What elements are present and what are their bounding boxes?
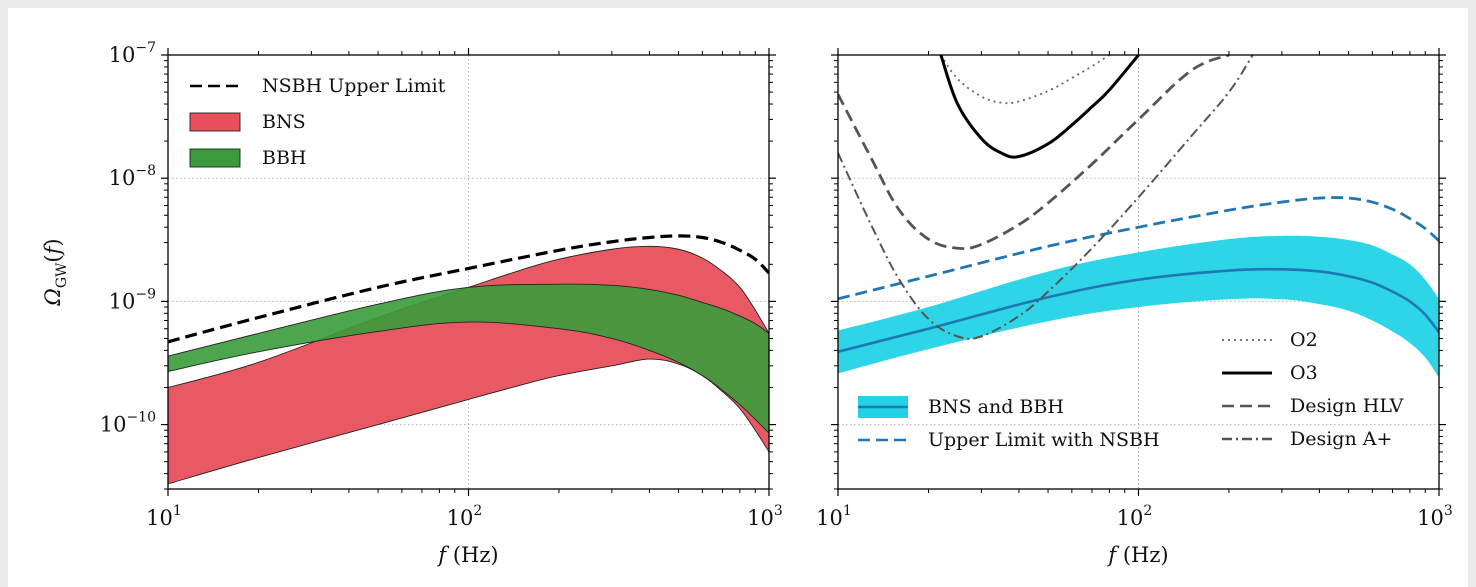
x-tick-label: 103 (747, 503, 783, 530)
y-tick-label: 10−10 (100, 410, 156, 437)
x-tick-exponent: 2 (1143, 503, 1152, 519)
x-axis-title-unit: (Hz) (446, 543, 498, 567)
x-axis-title: f (Hz) (1106, 543, 1168, 567)
x-tick-exponent: 1 (173, 503, 182, 519)
line-nsbh-upper-limit (168, 234, 769, 344)
x-tick-exponent: 2 (473, 503, 482, 519)
x-tick-label: 101 (816, 503, 852, 530)
x-tick-exponent: 3 (1444, 503, 1453, 519)
plot-area (168, 234, 769, 485)
y-axis-title-arg: ( (41, 254, 65, 262)
x-axis-title-unit: (Hz) (1116, 543, 1168, 567)
line-o2 (940, 55, 1110, 105)
y-tick-label: 10−9 (109, 286, 156, 313)
x-tick-label: 103 (1417, 503, 1453, 530)
legend-label-design-hlv: Design HLV (1290, 395, 1404, 417)
y-tick-exponent: −7 (135, 40, 156, 56)
legend-label-bbh: BBH (262, 147, 307, 169)
legend-label-design-a: Design A+ (1290, 428, 1392, 450)
y-axis-title-symbol: Ω (41, 288, 65, 306)
y-axis-title-subscript: GW (54, 262, 70, 288)
legend-label-upper-limit-with-nsbh: Upper Limit with NSBH (928, 429, 1160, 451)
legend-label-nsbh-upper-limit: NSBH Upper Limit (262, 75, 446, 97)
y-axis-title: ΩGW(f) (41, 238, 70, 306)
y-tick-exponent: −9 (135, 286, 156, 302)
plot-area (838, 55, 1439, 378)
y-tick-label: 10−8 (109, 163, 156, 190)
legend-swatch-bbh (189, 148, 241, 168)
panel-right: 101 102 103 f (Hz) BNS and BBH Upper Limit wi… (816, 48, 1453, 567)
line-design-hlv (838, 55, 1230, 251)
legend-label-bns: BNS (262, 111, 306, 133)
legend-label-o2: O2 (1290, 329, 1318, 351)
x-tick-label: 101 (146, 503, 182, 530)
legend-label-o3: O3 (1290, 362, 1318, 384)
x-axis-title-symbol: f (436, 543, 449, 567)
y-tick-exponent: −8 (135, 163, 156, 179)
x-tick-label: 102 (1117, 503, 1153, 530)
x-tick-exponent: 1 (843, 503, 852, 519)
legend-label-bns-and-bbh: BNS and BBH (928, 396, 1064, 418)
legend: NSBH Upper Limit BNS BBH (189, 75, 446, 169)
x-axis-title: f (Hz) (436, 543, 498, 567)
x-tick-label: 102 (447, 503, 483, 530)
line-o3 (939, 55, 1140, 159)
y-axis-title-close: ) (41, 238, 65, 246)
line-bns-and-bbh-median (838, 267, 1439, 354)
x-tick-exponent: 3 (774, 503, 783, 519)
band-bns-and-bbh (838, 235, 1439, 378)
y-axis-title-f: f (41, 243, 65, 256)
legend: BNS and BBH Upper Limit with NSBH O2 O3 Desi… (858, 329, 1404, 451)
y-tick-exponent: −10 (126, 410, 156, 426)
x-axis-title-symbol: f (1106, 543, 1119, 567)
line-design-a (838, 55, 1254, 340)
legend-swatch-bns (189, 112, 241, 132)
y-tick-label: 10−7 (109, 40, 156, 67)
line-upper-limit-with-nsbh (838, 196, 1439, 301)
band-bbh (168, 283, 769, 434)
